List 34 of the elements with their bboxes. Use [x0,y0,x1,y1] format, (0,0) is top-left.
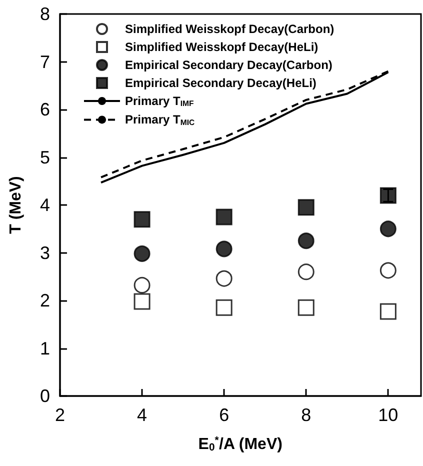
point [380,303,396,320]
point [216,208,232,226]
y-tick-label: 3 [40,242,50,263]
point [134,276,150,294]
point [298,299,314,316]
x-tick-label: 10 [378,405,398,425]
y-axis-title: T (MeV) [8,176,24,234]
x-tick-label: 8 [301,405,312,425]
point [380,262,396,279]
y-tick-label: 8 [40,4,50,24]
legend-label: Simplified Weisskopf Decay(HeLi) [125,40,318,54]
point [134,211,150,228]
point [216,270,232,287]
y-tick-label: 2 [40,290,50,310]
point [216,299,232,316]
point [298,264,314,280]
y-tick-label: 4 [40,195,50,215]
point [134,293,150,310]
point [298,199,314,216]
legend-label: Empirical Secondary Decay(HeLi) [125,76,316,90]
point [134,245,150,262]
point [216,240,232,258]
point [298,232,314,250]
y-tick-label: 0 [40,386,50,406]
point [380,220,396,238]
legend-label: Simplified Weisskopf Decay(Carbon) [125,22,334,36]
x-tick-label: 4 [137,405,148,425]
y-tick-label: 7 [40,52,50,72]
x-tick-label: 6 [219,405,230,425]
legend-label: Empirical Secondary Decay(Carbon) [125,58,332,72]
y-tick-label: 1 [40,338,50,358]
y-tick-label: 5 [40,147,50,168]
y-tick-label: 6 [40,100,50,120]
x-tick-label: 2 [54,405,66,425]
